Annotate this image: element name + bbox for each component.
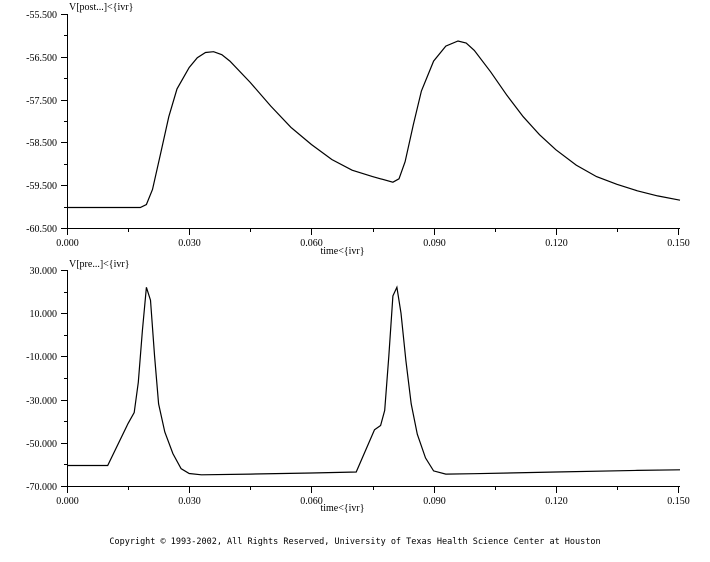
panel-2-y-axis-label: V[pre...]<{ivr} xyxy=(69,259,130,270)
panel-1-y-tick-label: -59.500 xyxy=(26,181,57,192)
panel-2-y-tick-label: -50.000 xyxy=(26,439,57,450)
panel-1-y-tick-label: -60.500 xyxy=(26,224,57,235)
panel-1-y-tick-label: -55.500 xyxy=(26,10,57,21)
panel-2-x-tick-label: 0.120 xyxy=(545,496,568,507)
panel-2-x-tick-label: 0.030 xyxy=(178,496,201,507)
panel-1-x-tick-label: 0.120 xyxy=(545,238,568,249)
panel-2-x-tick-label: 0.150 xyxy=(667,496,690,507)
panel-2-voltage-trace xyxy=(67,285,681,476)
panel-1-x-tick-label: 0.000 xyxy=(56,238,79,249)
panel-2-x-tick-label: 0.090 xyxy=(423,496,446,507)
panel-1-x-tick-label: 0.090 xyxy=(423,238,446,249)
panel-2-y-tick-label: -70.000 xyxy=(26,482,57,493)
panel-2-x-tick-label: 0.060 xyxy=(300,496,323,507)
panel-2-y-tick-label: -30.000 xyxy=(26,396,57,407)
panel-2-y-tick-label: 30.000 xyxy=(30,266,58,277)
panel-1-x-tick-label: 0.060 xyxy=(300,238,323,249)
panel-1-y-tick-label: -57.500 xyxy=(26,96,57,107)
panel-2-x-axis-label: time<{ivr} xyxy=(320,503,364,514)
panel-1-y-axis-label: V[post...]<{ivr} xyxy=(69,2,133,13)
copyright-footer: Copyright © 1993-2002, All Rights Reserv… xyxy=(109,537,601,547)
panel-1-x-tick-label: 0.030 xyxy=(178,238,201,249)
panel-2: 30.000 10.000 -10.000 -30.000 -50.000 -70.000… xyxy=(26,259,690,514)
panel-1-x-axis-label: time<{ivr} xyxy=(320,246,364,257)
panel-2-x-tick-label: 0.000 xyxy=(56,496,79,507)
panel-2-y-tick-label: 10.000 xyxy=(30,309,58,320)
panel-1-y-tick-label: -58.500 xyxy=(26,138,57,149)
panel-1: -55.500 -56.500 -57.500 -58.500 -59.500 -60.5… xyxy=(26,2,690,257)
panel-2-y-tick-label: -10.000 xyxy=(26,352,57,363)
panel-1-y-tick-label: -56.500 xyxy=(26,53,57,64)
voltage-traces-figure: -55.500 -56.500 -57.500 -58.500 -59.500 -60.5… xyxy=(26,2,690,514)
panel-1-x-tick-label: 0.150 xyxy=(667,238,690,249)
panel-1-voltage-trace xyxy=(67,40,681,209)
